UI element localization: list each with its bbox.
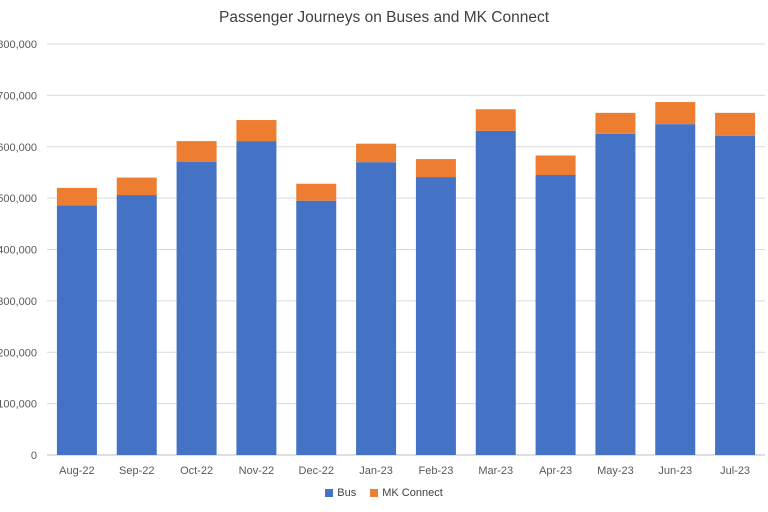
y-tick-label: 700,000 [0, 90, 37, 102]
legend-swatch-mk-connect [370, 489, 379, 497]
bar-mk-connect [356, 143, 397, 163]
legend-swatch-bus [325, 489, 334, 497]
x-tick-label: Aug-22 [59, 465, 94, 477]
bar-mk-connect [236, 120, 277, 142]
x-tick-label: Nov-22 [239, 465, 274, 477]
y-tick-label: 200,000 [0, 347, 37, 359]
bar-mk-connect [595, 112, 636, 134]
x-tick-label: Mar-23 [478, 465, 513, 477]
y-tick-label: 500,000 [0, 193, 37, 205]
bar-bus [655, 124, 696, 456]
bar-mk-connect [415, 159, 456, 178]
bar-mk-connect [176, 141, 217, 162]
bar-bus [715, 135, 756, 455]
bar-bus [116, 195, 157, 456]
y-tick-label: 600,000 [0, 142, 37, 154]
bar-bus [356, 162, 397, 455]
y-tick-label: 0 [31, 450, 37, 462]
bar-mk-connect [535, 155, 576, 176]
bar-bus [296, 200, 337, 455]
x-tick-label: Dec-22 [299, 465, 334, 477]
bar-mk-connect [116, 177, 157, 196]
y-tick-label: 400,000 [0, 245, 37, 257]
bar-mk-connect [296, 183, 337, 201]
bar-bus [415, 177, 456, 455]
bar-mk-connect [655, 102, 696, 125]
x-tick-label: Jan-23 [359, 465, 393, 477]
y-tick-label: 800,000 [0, 39, 37, 51]
chart-legend: Bus MK Connect [0, 487, 768, 499]
chart-title: Passenger Journeys on Buses and MK Conne… [219, 9, 549, 26]
bar-bus [595, 133, 636, 455]
bar-bus [535, 175, 576, 455]
y-tick-label: 300,000 [0, 296, 37, 308]
y-tick-label: 100,000 [0, 399, 37, 411]
bar-bus [176, 161, 217, 455]
x-tick-label: Oct-22 [180, 465, 213, 477]
bar-mk-connect [715, 112, 756, 136]
x-tick-label: Sep-22 [119, 465, 154, 477]
x-tick-label: Jul-23 [720, 465, 750, 477]
bar-bus [56, 205, 97, 455]
x-tick-label: Feb-23 [418, 465, 453, 477]
x-tick-label: Apr-23 [539, 465, 572, 477]
bar-mk-connect [56, 187, 97, 206]
legend-entry-bus: Bus [325, 487, 356, 499]
bar-mk-connect [475, 109, 516, 131]
legend-entry-mk-connect: MK Connect [370, 487, 443, 499]
bar-bus [236, 141, 277, 455]
legend-label-mk-connect: MK Connect [382, 487, 443, 499]
x-tick-label: May-23 [597, 465, 634, 477]
bar-bus [475, 130, 516, 456]
legend-label-bus: Bus [337, 487, 357, 499]
x-tick-label: Jun-23 [658, 465, 692, 477]
